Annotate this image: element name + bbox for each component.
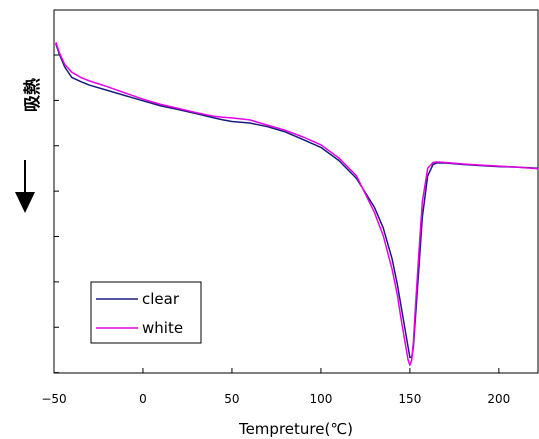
x-tick-label: 0	[139, 392, 147, 406]
legend-label-white: white	[142, 319, 183, 337]
x-tick-labels: −50 0 50 100 150 200	[41, 392, 510, 406]
x-ticks	[53, 368, 500, 373]
y-axis-title: 吸熱	[22, 78, 43, 112]
x-tick-label: −50	[41, 392, 66, 406]
series-line-white	[55, 41, 539, 366]
legend-label-clear: clear	[142, 290, 180, 308]
series-layer	[55, 41, 539, 366]
legend: clear white	[90, 281, 202, 344]
x-tick-label: 100	[309, 392, 332, 406]
y-ticks	[54, 54, 59, 374]
down-arrow-icon	[15, 160, 35, 213]
x-tick-label: 150	[398, 392, 421, 406]
x-axis-title: Tempreture(℃)	[238, 420, 353, 438]
x-tick-label: 50	[224, 392, 239, 406]
legend-box	[90, 281, 202, 344]
x-tick-label: 200	[487, 392, 510, 406]
